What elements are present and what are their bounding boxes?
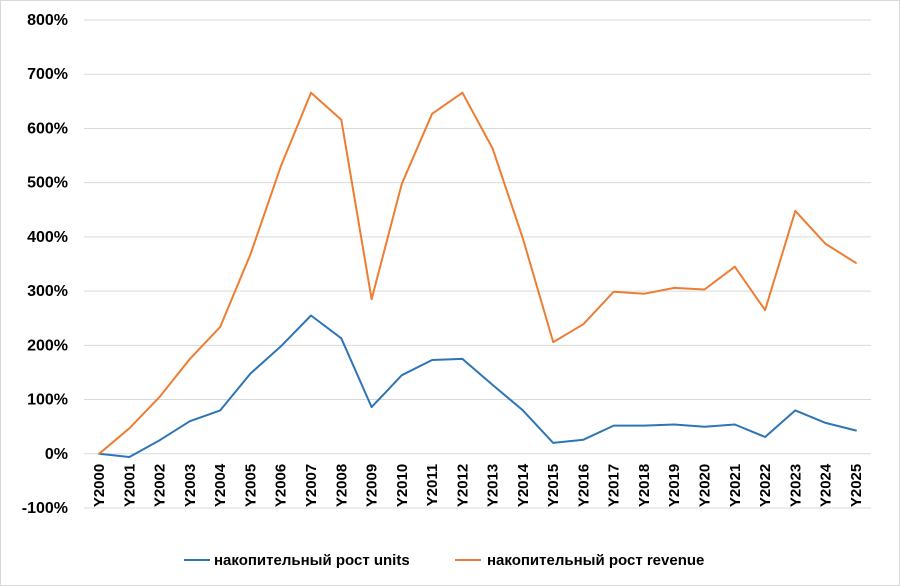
y-tick-label: 200% bbox=[27, 337, 68, 354]
x-tick-label: Y2020 bbox=[697, 464, 714, 507]
y-tick-label: -100% bbox=[22, 500, 68, 517]
y-tick-label: 700% bbox=[27, 66, 68, 83]
x-tick-label: Y2008 bbox=[333, 464, 350, 507]
y-tick-label: 300% bbox=[27, 283, 68, 300]
series-line-revenue bbox=[98, 91, 857, 455]
x-tick-label: Y2017 bbox=[606, 464, 623, 507]
gridlines bbox=[84, 19, 871, 509]
x-tick-label: Y2014 bbox=[515, 463, 532, 507]
x-tick-label: Y2022 bbox=[757, 464, 774, 507]
x-tick-label: Y2006 bbox=[273, 464, 290, 507]
x-tick-label: Y2015 bbox=[545, 464, 562, 507]
x-axis: Y2000 Y2001 Y2002 Y2003 Y2004 Y2005 Y2006 Y2007… bbox=[91, 463, 865, 507]
x-tick-label: Y2001 bbox=[121, 464, 138, 507]
x-tick-label: Y2024 bbox=[818, 463, 835, 507]
legend-label: накопительный рост units bbox=[214, 552, 410, 569]
y-tick-label: 0% bbox=[45, 446, 68, 463]
x-tick-label: Y2011 bbox=[424, 464, 441, 507]
x-tick-label: Y2013 bbox=[485, 464, 502, 507]
x-tick-label: Y2012 bbox=[454, 464, 471, 507]
y-tick-label: 500% bbox=[27, 175, 68, 192]
legend: накопительный рост units накопительный ро… bbox=[184, 552, 704, 569]
legend-item-revenue: накопительный рост revenue bbox=[455, 552, 704, 569]
x-tick-label: Y2010 bbox=[394, 464, 411, 507]
x-tick-label: Y2019 bbox=[666, 464, 683, 507]
x-tick-label: Y2023 bbox=[787, 464, 804, 507]
x-tick-label: Y2021 bbox=[727, 464, 744, 507]
x-tick-label: Y2007 bbox=[303, 464, 320, 507]
x-tick-label: Y2002 bbox=[152, 464, 169, 507]
y-tick-label: 100% bbox=[27, 392, 68, 409]
y-axis: 800% 700% 600% 500% 400% 300% 200% 100% 0% -100% bbox=[22, 12, 68, 517]
y-tick-label: 600% bbox=[27, 120, 68, 137]
y-tick-label: 400% bbox=[27, 229, 68, 246]
x-tick-label: Y2000 bbox=[91, 464, 108, 507]
x-tick-label: Y2003 bbox=[182, 464, 199, 507]
legend-label: накопительный рост revenue bbox=[487, 552, 704, 569]
x-tick-label: Y2018 bbox=[636, 464, 653, 507]
series-line-units bbox=[98, 314, 857, 458]
legend-item-units: накопительный рост units bbox=[184, 552, 410, 569]
x-tick-label: Y2009 bbox=[364, 464, 381, 507]
x-tick-label: Y2005 bbox=[242, 464, 259, 507]
series-lines bbox=[98, 91, 857, 458]
x-tick-label: Y2004 bbox=[212, 463, 229, 507]
y-tick-label: 800% bbox=[27, 12, 68, 29]
x-tick-label: Y2016 bbox=[575, 464, 592, 507]
x-tick-label: Y2025 bbox=[848, 464, 865, 507]
